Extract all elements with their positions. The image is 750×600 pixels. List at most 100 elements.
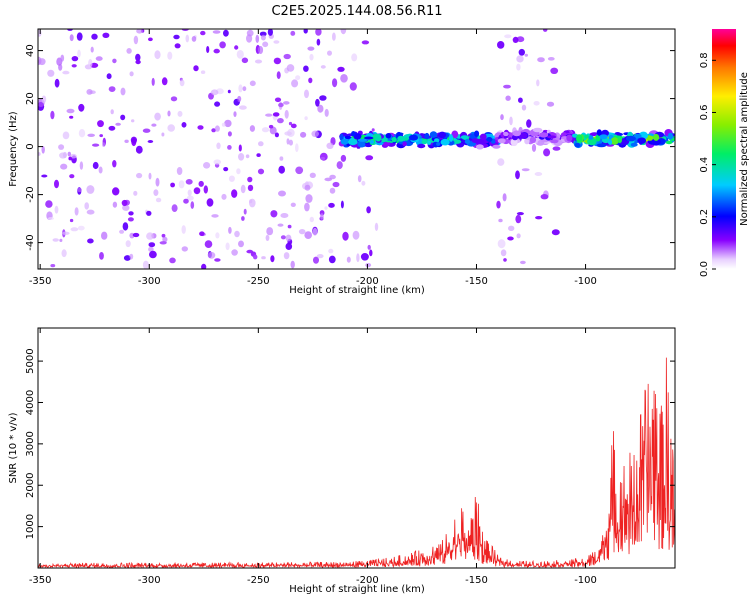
spectrogram-image xyxy=(38,29,675,269)
noise-blob xyxy=(236,168,241,175)
band-blob xyxy=(653,133,660,141)
noise-blob xyxy=(349,82,357,91)
noise-blob xyxy=(169,257,176,264)
noise-blob xyxy=(255,34,260,44)
noise-blob xyxy=(504,34,512,39)
noise-blob xyxy=(365,155,374,161)
noise-blob xyxy=(236,50,244,59)
noise-blob xyxy=(204,240,213,249)
noise-blob xyxy=(247,176,253,183)
noise-blob xyxy=(526,119,532,128)
noise-blob xyxy=(329,187,336,194)
noise-blob xyxy=(84,202,89,210)
noise-blob xyxy=(69,174,75,179)
noise-blob xyxy=(177,110,183,117)
noise-blob xyxy=(260,34,266,41)
noise-blob xyxy=(278,102,284,108)
noise-blob xyxy=(515,170,520,180)
ytick-label: 40 xyxy=(25,44,36,57)
band-blob xyxy=(610,137,619,145)
noise-blob xyxy=(211,214,219,218)
band-blob xyxy=(576,134,583,143)
noise-blob xyxy=(129,71,134,77)
noise-blob xyxy=(79,161,84,170)
noise-blob xyxy=(500,114,504,121)
noise-blob xyxy=(507,236,514,241)
xtick-label: -300 xyxy=(138,276,161,287)
noise-blob xyxy=(284,109,289,119)
noise-blob xyxy=(54,179,59,189)
noise-blob xyxy=(77,187,82,193)
noise-blob xyxy=(66,108,75,114)
noise-blob xyxy=(241,216,245,221)
noise-blob xyxy=(154,112,161,121)
noise-blob xyxy=(95,56,103,61)
noise-blob xyxy=(534,172,543,176)
band-blob xyxy=(492,144,501,149)
noise-blob xyxy=(50,110,55,120)
noise-blob xyxy=(130,136,137,144)
noise-blob xyxy=(122,204,130,211)
noise-blob xyxy=(221,193,227,200)
band-blob xyxy=(595,134,601,142)
noise-blob xyxy=(54,78,60,88)
noise-blob xyxy=(367,244,371,250)
noise-blob xyxy=(233,111,237,117)
xtick-label: -250 xyxy=(247,575,270,586)
noise-blob xyxy=(171,204,178,213)
noise-blob xyxy=(328,255,336,264)
band-blob xyxy=(397,135,405,142)
noise-blob xyxy=(332,32,336,41)
noise-blob xyxy=(238,153,245,161)
band-blob xyxy=(587,137,597,146)
ytick-label: 0 xyxy=(25,143,36,149)
band-blob xyxy=(512,130,521,137)
noise-blob xyxy=(552,146,561,151)
noise-blob xyxy=(278,165,286,174)
band-blob xyxy=(460,135,469,140)
noise-blob xyxy=(328,248,334,254)
noise-blob xyxy=(193,65,199,72)
band-blob xyxy=(344,135,352,140)
noise-blob xyxy=(278,190,286,197)
noise-blob xyxy=(185,179,193,185)
noise-blob xyxy=(120,114,126,121)
noise-blob xyxy=(320,65,326,69)
noise-blob xyxy=(324,108,329,117)
band-blob xyxy=(596,129,602,136)
band-blob xyxy=(630,142,638,147)
noise-blob xyxy=(216,142,221,150)
noise-blob xyxy=(201,263,207,269)
noise-blob xyxy=(503,84,511,89)
noise-blob xyxy=(535,216,543,220)
noise-blob xyxy=(516,212,524,216)
band-blob xyxy=(651,138,661,146)
noise-blob xyxy=(498,218,503,223)
noise-blob xyxy=(187,189,192,197)
noise-blob xyxy=(120,87,126,96)
noise-blob xyxy=(61,249,67,258)
noise-blob xyxy=(543,29,548,32)
noise-blob xyxy=(115,122,121,126)
noise-blob xyxy=(146,232,154,240)
band-blob xyxy=(424,132,430,140)
noise-blob xyxy=(70,227,79,232)
noise-blob xyxy=(257,46,264,54)
noise-blob xyxy=(317,104,324,113)
noise-blob xyxy=(47,69,55,77)
noise-blob xyxy=(320,213,324,220)
noise-blob xyxy=(154,50,161,60)
noise-blob xyxy=(88,58,93,68)
noise-blob xyxy=(214,101,221,107)
band-blob xyxy=(429,131,438,138)
band-blob xyxy=(402,141,407,147)
noise-blob xyxy=(147,140,154,143)
noise-blob xyxy=(361,40,370,45)
noise-blob xyxy=(516,36,525,43)
noise-blob xyxy=(77,225,85,231)
noise-blob xyxy=(547,57,555,61)
band-blob xyxy=(503,135,508,139)
noise-blob xyxy=(290,202,296,207)
xtick-label: -350 xyxy=(29,276,52,287)
